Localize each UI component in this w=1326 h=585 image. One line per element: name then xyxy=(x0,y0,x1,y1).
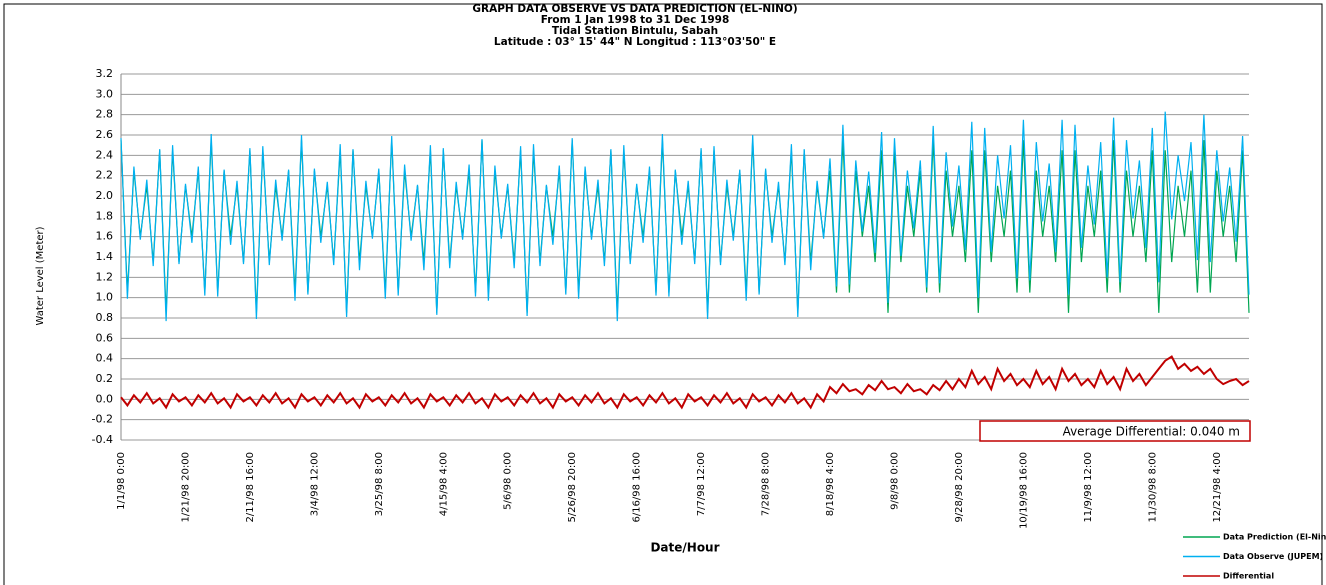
chart-title: Latitude : 03° 15' 44" N Longitud : 113°… xyxy=(494,36,776,48)
x-tick-label: 3/4/98 12:00 xyxy=(309,452,320,516)
x-tick-label: 3/25/98 8:00 xyxy=(374,452,385,516)
y-tick-label: -0.2 xyxy=(92,413,113,426)
y-tick-label: 2.2 xyxy=(96,169,114,182)
x-tick-label: 5/26/98 20:00 xyxy=(567,452,578,523)
x-tick-label: 6/16/98 16:00 xyxy=(632,452,643,523)
y-tick-label: 1.6 xyxy=(96,230,114,243)
x-tick-label: 4/15/98 4:00 xyxy=(438,452,449,516)
chart-title: Tidal Station Bintulu, Sabah xyxy=(552,25,718,37)
y-tick-label: 0.8 xyxy=(96,311,114,324)
y-tick-label: 0.4 xyxy=(96,352,114,365)
x-tick-label: 7/7/98 12:00 xyxy=(696,452,707,516)
y-tick-label: 3.0 xyxy=(96,87,114,100)
y-axis-label: Water Level (Meter) xyxy=(35,226,46,325)
y-tick-label: 2.6 xyxy=(96,128,114,141)
y-tick-label: 0.0 xyxy=(96,392,114,405)
y-tick-label: -0.4 xyxy=(92,433,113,446)
legend-label: Differential xyxy=(1223,572,1274,581)
chart-title: GRAPH DATA OBSERVE VS DATA PREDICTION (E… xyxy=(472,3,797,15)
y-tick-label: 1.0 xyxy=(96,291,114,304)
y-tick-label: 0.2 xyxy=(96,372,114,385)
y-tick-label: 2.0 xyxy=(96,189,114,202)
y-tick-label: 1.4 xyxy=(96,250,114,263)
x-tick-label: 12/21/98 4:00 xyxy=(1212,452,1223,523)
x-tick-label: 1/21/98 20:00 xyxy=(180,452,191,523)
x-tick-label: 11/30/98 8:00 xyxy=(1147,452,1158,523)
series-line xyxy=(120,111,1250,322)
chart-title: From 1 Jan 1998 to 31 Dec 1998 xyxy=(541,14,730,26)
y-tick-label: 0.6 xyxy=(96,331,114,344)
series-line xyxy=(120,355,1250,410)
annotation-box xyxy=(979,420,1251,442)
x-tick-label: 9/28/98 20:00 xyxy=(954,452,965,523)
x-tick-label: 9/8/98 0:00 xyxy=(889,452,900,510)
y-tick-label: 2.4 xyxy=(96,148,114,161)
y-tick-label: 2.8 xyxy=(96,108,114,121)
legend-label: Data Observe (JUPEM) xyxy=(1223,552,1323,561)
legend-label: Data Prediction (El-Nino) xyxy=(1223,533,1326,542)
x-tick-label: 10/19/98 16:00 xyxy=(1018,452,1029,529)
x-tick-label: 5/6/98 0:00 xyxy=(503,452,514,510)
x-tick-label: 11/9/98 12:00 xyxy=(1083,452,1094,523)
x-tick-label: 1/1/98 0:00 xyxy=(116,452,127,510)
x-tick-label: 8/18/98 4:00 xyxy=(825,452,836,516)
x-tick-label: 2/11/98 16:00 xyxy=(245,452,256,523)
x-tick-label: 7/28/98 8:00 xyxy=(761,452,772,516)
annotation: Average Differential: 0.040 m xyxy=(1063,425,1240,439)
frame xyxy=(3,3,1323,585)
y-tick-label: 1.8 xyxy=(96,209,114,222)
x-axis-label: Date/Hour xyxy=(650,541,719,555)
y-tick-label: 1.2 xyxy=(96,270,114,283)
y-tick-label: 3.2 xyxy=(96,67,114,80)
